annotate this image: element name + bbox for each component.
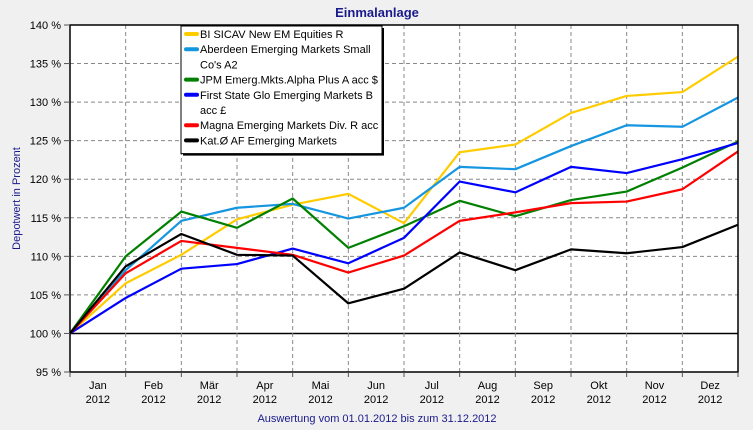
legend-label: JPM Emerg.Mkts.Alpha Plus A acc $ [200,75,378,87]
x-tick-label-month: Feb [144,380,163,392]
x-tick-label-month: Apr [256,380,273,392]
x-tick-label-year: 2012 [86,394,110,406]
x-tick-label-year: 2012 [253,394,277,406]
y-tick-label: 105 % [30,290,61,302]
x-tick-label-year: 2012 [364,394,388,406]
y-tick-label: 115 % [31,213,62,225]
y-tick-label: 110 % [31,251,62,263]
x-tick-label-month: Mär [200,380,219,392]
x-tick-label-year: 2012 [308,394,332,406]
x-tick-label-year: 2012 [587,394,611,406]
legend-label: Aberdeen Emerging Markets Small [200,44,371,56]
y-tick-label: 125 % [30,136,61,148]
x-tick-label-month: Okt [590,380,607,392]
legend: BI SICAV New EM Equities R Aberdeen Emerg… [180,25,384,156]
x-tick-label-year: 2012 [531,394,555,406]
y-tick-label: 140 % [30,20,61,32]
y-tick-label: 130 % [30,97,61,109]
x-tick-label-month: Sep [533,380,553,392]
legend-label: acc £ [200,105,226,117]
legend-label: BI SICAV New EM Equities R [200,29,344,41]
legend-label: First State Glo Emerging Markets B [200,90,373,102]
x-tick-label-month: Jan [89,380,107,392]
y-tick-label: 120 % [30,174,61,186]
grid [70,25,738,372]
x-tick-label-year: 2012 [642,394,666,406]
x-tick-label-year: 2012 [420,394,444,406]
y-tick-label: 135 % [30,59,61,71]
legend-label: Co's A2 [200,59,238,71]
x-tick-label-month: Nov [645,380,665,392]
x-tick-label-month: Aug [478,380,498,392]
x-tick-label-month: Dez [700,380,720,392]
y-axis: 95 % 100 % 105 % 110 % 115 % 120 % 125 % 130 % 1… [30,20,70,379]
x-tick-label-month: Jun [367,380,385,392]
x-tick-label-year: 2012 [698,394,722,406]
x-tick-label-year: 2012 [141,394,165,406]
y-tick-label: 100 % [30,328,61,340]
x-tick-label-year: 2012 [475,394,499,406]
y-tick-label: 95 % [36,367,61,379]
series-layer [69,55,739,335]
x-tick-label-month: Jul [425,380,439,392]
x-axis-title: Auswertung vom 01.01.2012 bis zum 31.12.… [257,413,496,425]
x-tick-label-year: 2012 [197,394,221,406]
x-tick-label-month: Mai [312,380,330,392]
legend-label: Kat.Ø AF Emerging Markets [200,135,337,147]
legend-label: Magna Emerging Markets Div. R acc [200,120,379,132]
chart-title: Einmalanlage [335,5,419,20]
y-axis-title: Depotwert in Prozent [11,147,23,250]
legend-box [180,25,383,155]
x-axis: Jan 2012 Feb 2012 Mär 2012 Apr 2012 Mai 2012 Jun 20… [69,372,739,406]
